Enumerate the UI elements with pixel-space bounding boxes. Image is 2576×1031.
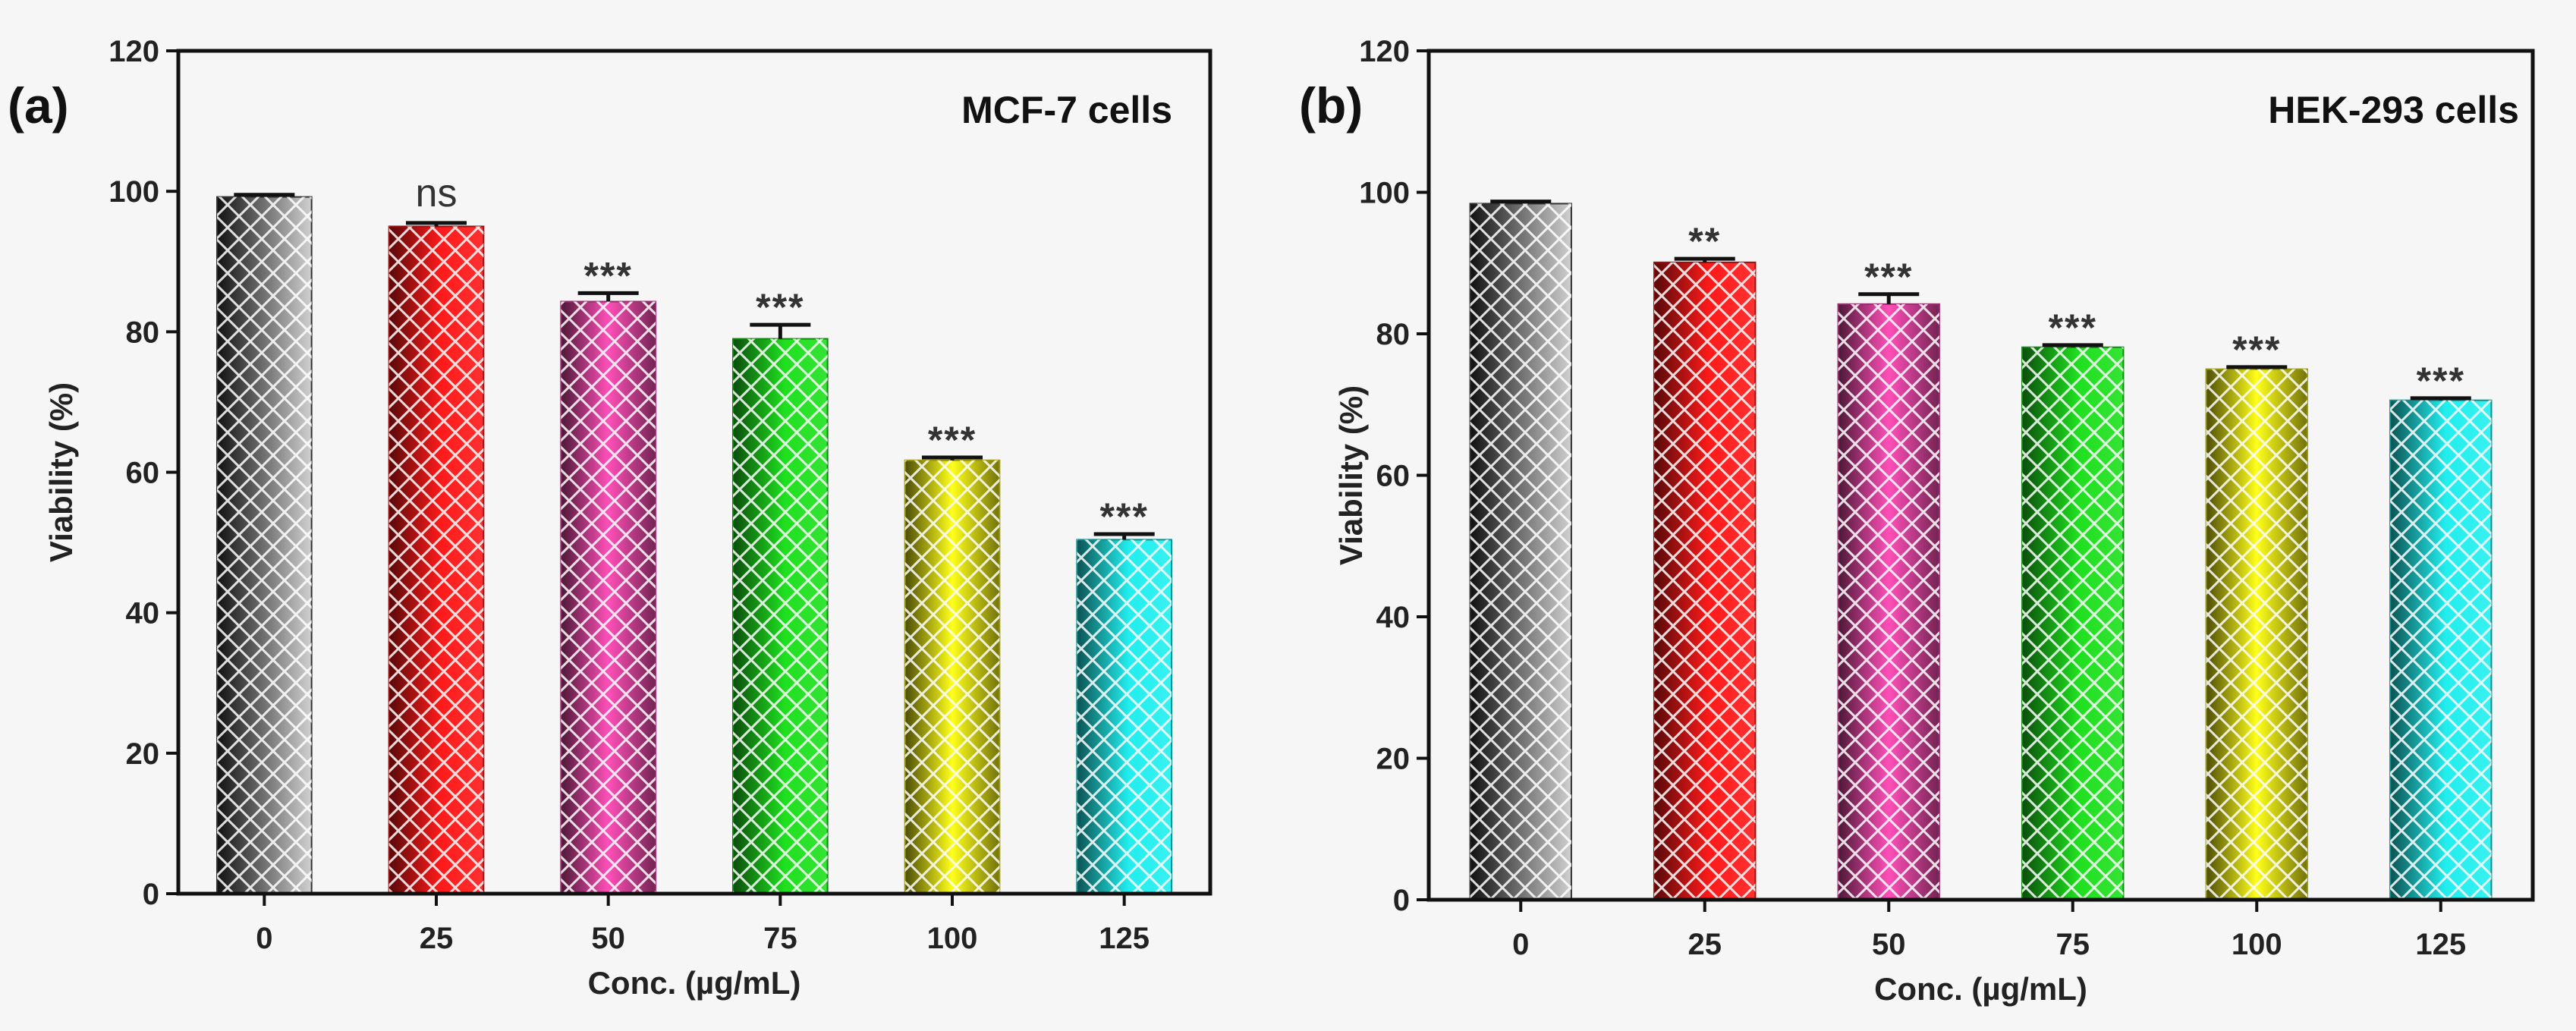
bar-hatch-125 bbox=[1077, 539, 1172, 894]
x-tick-label: 125 bbox=[1099, 922, 1150, 955]
y-tick-label: 60 bbox=[126, 457, 160, 490]
cell-line-title: HEK-293 cells bbox=[2268, 89, 2519, 131]
x-tick-label: 25 bbox=[420, 922, 454, 955]
y-axis-label: Viability (%) bbox=[43, 382, 79, 562]
x-tick-label: 125 bbox=[2415, 928, 2466, 961]
significance-label: *** bbox=[756, 286, 804, 328]
x-tick-label: 50 bbox=[1872, 928, 1906, 961]
x-axis-label: Conc. (µg/mL) bbox=[588, 965, 801, 1001]
y-tick-label: 0 bbox=[143, 878, 159, 911]
bar-hatch-25 bbox=[388, 226, 484, 894]
x-tick-label: 75 bbox=[763, 922, 797, 955]
x-tick-label: 0 bbox=[256, 922, 272, 955]
y-tick-label: 100 bbox=[109, 175, 159, 209]
panel-b-chart: 0 ** 25 *** 50 *** 75 *** 100 *** 125 0 20 40 60 80 100 1… bbox=[1299, 35, 2535, 1007]
x-tick-label: 100 bbox=[927, 922, 978, 955]
bar-hatch-100 bbox=[904, 460, 1000, 894]
panel-letter: (b) bbox=[1299, 77, 1363, 134]
significance-label: *** bbox=[2232, 328, 2281, 371]
y-tick-label: 120 bbox=[109, 35, 159, 68]
bar-hatch-25 bbox=[1654, 262, 1756, 900]
x-tick-label: 75 bbox=[2056, 928, 2090, 961]
significance-label: *** bbox=[1864, 256, 1913, 298]
x-tick-label: 50 bbox=[591, 922, 625, 955]
bar-hatch-75 bbox=[2022, 347, 2124, 900]
y-tick-label: 80 bbox=[1376, 318, 1411, 351]
x-tick-label: 100 bbox=[2232, 928, 2282, 961]
bar-hatch-0 bbox=[1470, 203, 1571, 900]
bar-hatch-0 bbox=[217, 196, 312, 894]
y-tick-label: 40 bbox=[1376, 601, 1411, 634]
panel-letter: (a) bbox=[8, 77, 69, 134]
y-axis-label: Viability (%) bbox=[1333, 385, 1369, 565]
bar-hatch-50 bbox=[561, 301, 656, 894]
y-tick-label: 40 bbox=[126, 597, 160, 630]
panel-a-chart: 0 ns 25 *** 50 *** 75 *** 100 *** 125 0 20 40 60 80 100 1… bbox=[8, 35, 1213, 1001]
significance-label: *** bbox=[583, 254, 632, 297]
y-tick-label: 100 bbox=[1359, 177, 1410, 210]
significance-label: *** bbox=[1099, 495, 1148, 538]
y-tick-label: 80 bbox=[126, 316, 160, 349]
bar-hatch-100 bbox=[2206, 369, 2307, 900]
significance-label: *** bbox=[928, 419, 977, 461]
significance-label: ns bbox=[416, 171, 458, 215]
cell-line-title: MCF-7 cells bbox=[961, 89, 1172, 131]
significance-label: ** bbox=[1688, 220, 1721, 262]
y-tick-label: 20 bbox=[1376, 743, 1411, 776]
y-tick-label: 20 bbox=[126, 737, 160, 771]
bar-hatch-75 bbox=[733, 338, 828, 894]
y-tick-label: 120 bbox=[1359, 35, 1410, 68]
x-axis-label: Conc. (µg/mL) bbox=[1874, 971, 2087, 1007]
bar-hatch-50 bbox=[1838, 303, 1939, 901]
y-tick-label: 0 bbox=[1393, 884, 1410, 917]
x-tick-label: 0 bbox=[1512, 928, 1529, 961]
plot-frame bbox=[176, 49, 1213, 896]
significance-label: *** bbox=[2417, 360, 2465, 402]
x-tick-label: 25 bbox=[1688, 928, 1722, 961]
significance-label: *** bbox=[2049, 306, 2097, 349]
plot-frame bbox=[1426, 49, 2535, 902]
bar-hatch-125 bbox=[2390, 400, 2492, 900]
y-tick-label: 60 bbox=[1376, 460, 1411, 493]
